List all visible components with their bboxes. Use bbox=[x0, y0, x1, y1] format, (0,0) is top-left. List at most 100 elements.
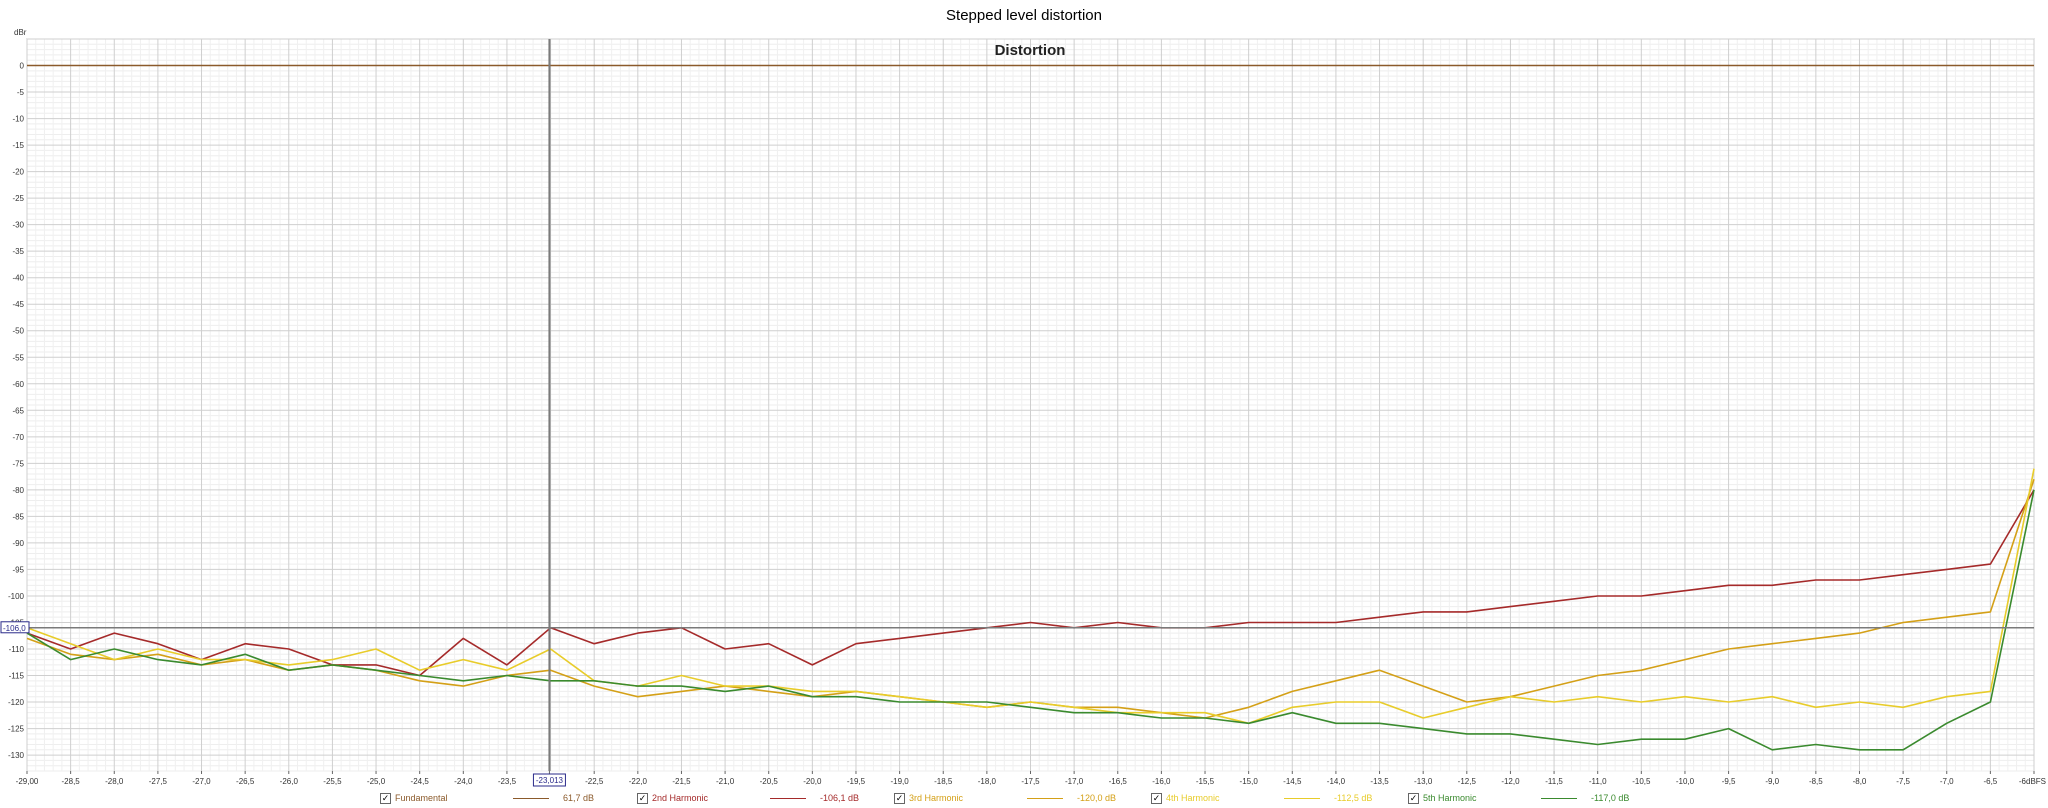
y-tick-label: -125 bbox=[8, 725, 25, 734]
x-tick-label: -27,0 bbox=[192, 777, 211, 786]
legend-item-5th-harmonic[interactable]: ✓ 5th Harmonic -117,0 dB bbox=[1408, 792, 1653, 804]
chart-title: Stepped level distortion bbox=[946, 7, 1102, 24]
x-tick-label: -27,5 bbox=[149, 777, 168, 786]
legend-swatch bbox=[1027, 797, 1063, 799]
legend-series-name: Fundamental bbox=[395, 793, 448, 803]
x-tick-label: -24,0 bbox=[454, 777, 473, 786]
y-tick-label: -60 bbox=[12, 380, 24, 389]
x-tick-label: -15,0 bbox=[1240, 777, 1259, 786]
y-tick-label: -15 bbox=[12, 141, 24, 150]
y-tick-label: -110 bbox=[9, 645, 25, 654]
cursor-x-readout: -23,013 bbox=[532, 773, 566, 787]
x-tick-label: -9,5 bbox=[1722, 777, 1736, 786]
x-tick-label: -21,5 bbox=[672, 777, 691, 786]
x-tick-label: -23,5 bbox=[498, 777, 517, 786]
y-tick-label: -40 bbox=[12, 274, 24, 283]
y-tick-label: -10 bbox=[12, 115, 24, 124]
x-axis-tick-labels: -29,00 -28,5 -28,0 -27,5 -27,0 -26,5 -26,0 -25,… bbox=[16, 771, 2046, 786]
x-tick-label: -20,5 bbox=[760, 777, 779, 786]
x-tick-label: -17,0 bbox=[1065, 777, 1084, 786]
x-tick-label: -8,5 bbox=[1809, 777, 1823, 786]
y-tick-label: -95 bbox=[12, 565, 24, 574]
y-tick-label: -85 bbox=[12, 512, 24, 521]
y-tick-label: -65 bbox=[12, 406, 24, 415]
y-tick-label: -70 bbox=[12, 433, 24, 442]
y-tick-label: -55 bbox=[12, 353, 24, 362]
y-tick-label: -115 bbox=[9, 672, 25, 681]
x-tick-label: -22,0 bbox=[629, 777, 648, 786]
x-tick-label: -15,5 bbox=[1196, 777, 1215, 786]
legend-cursor-value: 61,7 dB bbox=[563, 793, 595, 803]
x-tick-label: -11,0 bbox=[1589, 777, 1607, 786]
y-tick-label: -25 bbox=[12, 194, 24, 203]
cursor-x-value: -23,013 bbox=[536, 776, 564, 785]
y-tick-label: -30 bbox=[12, 221, 24, 230]
x-tick-label: -18,0 bbox=[978, 777, 997, 786]
x-tick-label: -7,0 bbox=[1940, 777, 1954, 786]
legend-item-4th-harmonic[interactable]: ✓ 4th Harmonic -112,5 dB bbox=[1151, 792, 1396, 804]
legend-cursor-value: -112,5 dB bbox=[1334, 793, 1373, 803]
x-tick-label: -25,0 bbox=[367, 777, 386, 786]
legend-item-2nd-harmonic[interactable]: ✓ 2nd Harmonic -106,1 dB bbox=[637, 792, 882, 804]
legend-checkbox-fundamental[interactable]: ✓ bbox=[380, 792, 391, 804]
y-axis-tick-labels: 0 -5 -10 -15 -20 -25 -30 -35 -40 -45 -50 -55 -60 -65 -… bbox=[8, 62, 25, 761]
legend-checkbox-4th-harmonic[interactable]: ✓ bbox=[1151, 792, 1162, 804]
x-tick-label: -24,5 bbox=[411, 777, 430, 786]
x-tick-label: -13,5 bbox=[1370, 777, 1389, 786]
series-line-5th-harmonic bbox=[26, 489, 2035, 751]
plot-inner-title: Distortion bbox=[995, 42, 1066, 59]
y-tick-label: -100 bbox=[8, 592, 25, 601]
x-tick-label: -16,0 bbox=[1152, 777, 1171, 786]
y-tick-label: -80 bbox=[12, 486, 24, 495]
legend-series-name: 4th Harmonic bbox=[1166, 793, 1220, 803]
x-tick-label: -10,5 bbox=[1632, 777, 1651, 786]
y-tick-label: -50 bbox=[12, 327, 24, 336]
legend-item-fundamental[interactable]: ✓ Fundamental 61,7 dB bbox=[380, 792, 625, 804]
legend-cursor-value: -120,0 dB bbox=[1077, 793, 1117, 803]
x-tick-label: -17,5 bbox=[1021, 777, 1040, 786]
cursor-y-readout: -106,0 bbox=[0, 621, 30, 634]
series-line-2nd-harmonic bbox=[26, 489, 2035, 677]
y-tick-label: -20 bbox=[12, 168, 24, 177]
cursor-y-value: -106,0 bbox=[3, 624, 26, 633]
x-tick-label: -26,0 bbox=[280, 777, 299, 786]
legend-series-name: 5th Harmonic bbox=[1423, 793, 1477, 803]
y-tick-label: -90 bbox=[12, 539, 24, 548]
series-lines bbox=[26, 64, 2035, 751]
x-tick-label: -19,5 bbox=[847, 777, 866, 786]
legend-cursor-value: -106,1 dB bbox=[820, 793, 860, 803]
x-tick-label: -25,5 bbox=[323, 777, 342, 786]
x-tick-label: -20,0 bbox=[803, 777, 822, 786]
legend-checkbox-5th-harmonic[interactable]: ✓ bbox=[1408, 792, 1419, 804]
legend-checkbox-2nd-harmonic[interactable]: ✓ bbox=[637, 792, 648, 804]
legend-series-name: 3rd Harmonic bbox=[909, 793, 964, 803]
x-tick-label: -14,0 bbox=[1327, 777, 1346, 786]
distortion-chart: Stepped level distortion dBr 0 -5 -10 -15 -2… bbox=[0, 7, 2046, 787]
x-tick-label: -12,0 bbox=[1501, 777, 1520, 786]
legend-checkbox-3rd-harmonic[interactable]: ✓ bbox=[894, 792, 905, 804]
x-tick-label: -7,5 bbox=[1896, 777, 1910, 786]
legend-item-3rd-harmonic[interactable]: ✓ 3rd Harmonic -120,0 dB bbox=[894, 792, 1139, 804]
legend-swatch bbox=[1541, 797, 1577, 799]
x-tick-label: -11,5 bbox=[1545, 777, 1563, 786]
y-tick-label: -120 bbox=[8, 698, 25, 707]
legend-series-name: 2nd Harmonic bbox=[652, 793, 709, 803]
y-axis-unit-label: dBr bbox=[14, 28, 27, 37]
x-tick-label: -12,5 bbox=[1458, 777, 1477, 786]
x-tick-label: -28,5 bbox=[62, 777, 81, 786]
x-tick-label: -16,5 bbox=[1109, 777, 1128, 786]
y-tick-label: -5 bbox=[17, 88, 25, 97]
x-tick-label: -13,0 bbox=[1414, 777, 1433, 786]
x-tick-label: -26,5 bbox=[236, 777, 255, 786]
x-tick-label: -6,5 bbox=[1983, 777, 1997, 786]
x-tick-label: -19,0 bbox=[890, 777, 909, 786]
series-line-4th-harmonic bbox=[26, 468, 2035, 725]
x-tick-label: -10,0 bbox=[1676, 777, 1695, 786]
y-tick-label: -35 bbox=[12, 247, 24, 256]
legend-swatch bbox=[770, 797, 806, 799]
x-tick-label: -18,5 bbox=[934, 777, 953, 786]
x-tick-label: -6dBFS bbox=[2019, 777, 2046, 786]
x-tick-label: -9,0 bbox=[1765, 777, 1779, 786]
x-tick-label: -22,5 bbox=[585, 777, 604, 786]
x-tick-label: -8,0 bbox=[1853, 777, 1867, 786]
